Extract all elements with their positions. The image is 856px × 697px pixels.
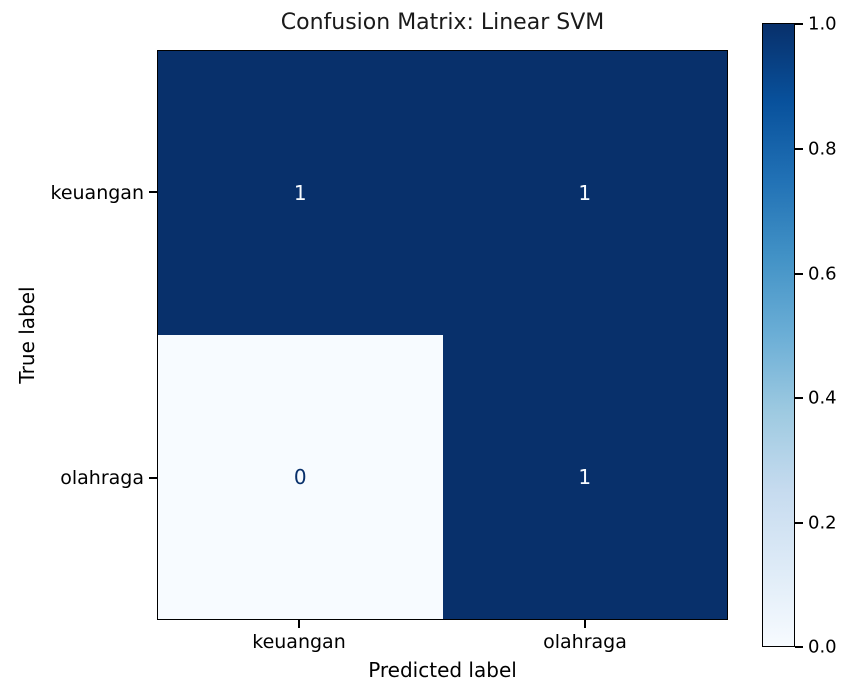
matrix-cell-true-keuangan-pred-olahraga: 1 bbox=[442, 51, 727, 335]
x-tick-label-olahraga: olahraga bbox=[543, 631, 627, 653]
colorbar-tick-mark bbox=[795, 273, 803, 275]
y-tick-label-olahraga: olahraga bbox=[60, 467, 144, 489]
matrix-cell-true-olahraga-pred-keuangan: 0 bbox=[158, 335, 443, 619]
chart-title: Confusion Matrix: Linear SVM bbox=[280, 10, 605, 35]
y-tick-mark bbox=[149, 191, 157, 193]
matrix-cell-true-keuangan-pred-keuangan: 1 bbox=[158, 51, 443, 335]
x-tick-mark bbox=[584, 620, 586, 628]
colorbar-tick-label: 0.0 bbox=[808, 636, 837, 658]
colorbar-tick-mark bbox=[795, 646, 803, 648]
colorbar-tick-label: 0.4 bbox=[808, 387, 837, 409]
colorbar-tick-label: 0.2 bbox=[808, 512, 837, 534]
colorbar-tick-label: 0.6 bbox=[808, 263, 837, 285]
x-axis-label: Predicted label bbox=[368, 658, 517, 682]
matrix-cell-true-olahraga-pred-olahraga: 1 bbox=[442, 335, 727, 619]
y-axis-label: True label bbox=[15, 286, 39, 384]
x-tick-label-keuangan: keuangan bbox=[252, 631, 346, 653]
heatmap-axes: 1 1 0 1 bbox=[157, 50, 728, 620]
colorbar-tick-label: 1.0 bbox=[808, 13, 837, 35]
x-tick-mark bbox=[298, 620, 300, 628]
cell-value: 1 bbox=[293, 181, 307, 205]
cell-value: 1 bbox=[578, 465, 592, 489]
colorbar-tick-label: 0.8 bbox=[808, 138, 837, 160]
colorbar-tick-mark bbox=[795, 397, 803, 399]
y-tick-mark bbox=[149, 477, 157, 479]
cell-value: 1 bbox=[578, 181, 592, 205]
y-tick-label-keuangan: keuangan bbox=[50, 182, 145, 204]
colorbar-gradient bbox=[762, 23, 795, 647]
colorbar-tick-mark bbox=[795, 522, 803, 524]
cell-value: 0 bbox=[293, 465, 307, 489]
colorbar-tick-mark bbox=[795, 23, 803, 25]
colorbar-tick-mark bbox=[795, 148, 803, 150]
